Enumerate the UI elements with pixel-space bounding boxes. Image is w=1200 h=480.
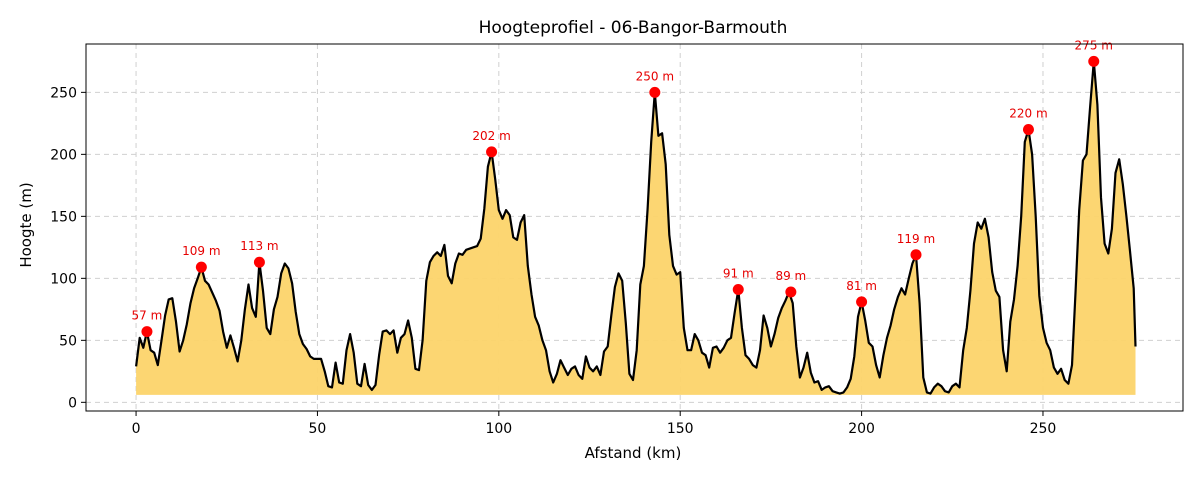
chart-title: Hoogteprofiel - 06-Bangor-Barmouth: [479, 18, 788, 38]
peak-marker: [1088, 55, 1100, 67]
x-tick-label: 100: [485, 421, 512, 437]
peak-label: 119 m: [897, 232, 935, 246]
peak-marker: [856, 296, 868, 308]
x-tick-label: 200: [848, 421, 875, 437]
x-axis-label: Afstand (km): [585, 444, 682, 462]
x-tick-label: 50: [309, 421, 327, 437]
y-tick-label: 0: [68, 395, 77, 411]
peak-label: 275 m: [1075, 38, 1113, 52]
peak-marker: [486, 146, 498, 158]
peak-label: 57 m: [132, 309, 163, 323]
peak-label: 89 m: [775, 269, 806, 283]
peak-marker: [253, 256, 265, 268]
elevation-fill: [136, 61, 1136, 395]
peak-marker: [649, 86, 661, 98]
peak-marker: [195, 261, 207, 273]
x-tick-label: 0: [132, 421, 141, 437]
peak-label: 109 m: [182, 244, 220, 258]
peak-marker: [785, 286, 797, 298]
peak-marker: [141, 326, 153, 338]
y-tick-label: 200: [50, 147, 77, 163]
y-tick-label: 50: [59, 333, 77, 349]
y-axis-label: Hoogte (m): [17, 182, 35, 267]
y-tick-label: 100: [50, 271, 77, 287]
elevation-line: [135, 60, 1137, 395]
elevation-area: [136, 61, 1136, 395]
peak-label: 113 m: [240, 239, 278, 253]
x-tick-label: 150: [667, 421, 694, 437]
peak-marker: [1022, 124, 1034, 136]
y-tick-label: 150: [50, 209, 77, 225]
peak-label: 81 m: [846, 279, 877, 293]
x-tick-label: 250: [1030, 421, 1057, 437]
peak-label: 250 m: [636, 69, 674, 83]
peak-markers: 57 m 109 m 113 m 202 m 250 m 91 m 89 m 81 m 119 …: [132, 38, 1113, 338]
peak-marker: [910, 249, 922, 261]
elevation-series-line: [135, 60, 1137, 395]
peak-label: 91 m: [723, 266, 754, 280]
peak-label: 220 m: [1009, 107, 1047, 121]
y-tick-label: 250: [50, 85, 77, 101]
plot-frame: [85, 43, 1184, 412]
axis-ticks: 0 50 100 150 200 250 0 50 100 150 200 250: [50, 85, 1056, 437]
peak-marker: [732, 283, 744, 295]
peak-label: 202 m: [472, 129, 510, 143]
